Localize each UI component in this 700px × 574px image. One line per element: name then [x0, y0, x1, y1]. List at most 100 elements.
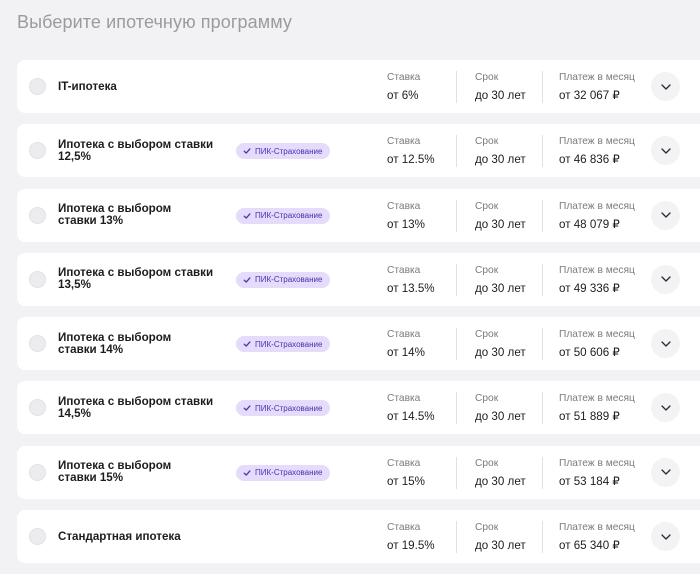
payment-block: Платеж в месяц от 46 836 ₽ — [559, 135, 635, 168]
expand-button[interactable] — [651, 522, 680, 552]
term-block: Срок до 30 лет — [475, 521, 526, 554]
expand-button[interactable] — [651, 393, 680, 423]
insurance-badge: ПИК-Страхование — [236, 207, 331, 224]
divider — [542, 199, 543, 232]
divider — [456, 199, 457, 232]
payment-label: Платеж в месяц — [559, 522, 635, 534]
payment-block: Платеж в месяц от 48 079 ₽ — [559, 200, 635, 233]
divider — [542, 135, 543, 168]
radio-unchecked-icon[interactable] — [29, 463, 46, 481]
rate-value: от 13% — [387, 217, 425, 231]
payment-label: Платеж в месяц — [559, 329, 635, 341]
badge-label: ПИК-Страхование — [255, 403, 323, 413]
divider — [456, 392, 457, 425]
check-icon — [243, 212, 251, 219]
expand-button[interactable] — [651, 457, 680, 487]
rate-value: от 6% — [387, 89, 419, 102]
page-title: Выберите ипотечную программу — [17, 12, 292, 32]
expand-button[interactable] — [651, 200, 680, 230]
program-name: Ипотека с выбором ставки 13,5% — [58, 266, 214, 292]
divider — [456, 456, 457, 489]
badge-label: ПИК-Страхование — [255, 146, 323, 156]
program-card[interactable]: IT-ипотека Ставка от 6% Срок до 30 лет П… — [17, 60, 700, 113]
payment-label: Платеж в месяц — [559, 72, 635, 83]
radio-unchecked-icon[interactable] — [29, 399, 46, 417]
term-label: Срок — [475, 457, 499, 469]
divider — [542, 71, 543, 103]
program-name: Стандартная ипотека — [58, 529, 181, 543]
radio-unchecked-icon[interactable] — [29, 206, 46, 224]
term-value: до 30 лет — [475, 89, 526, 102]
payment-value: от 65 340 ₽ — [559, 539, 620, 553]
chevron-down-icon — [660, 276, 671, 283]
expand-button[interactable] — [651, 329, 680, 359]
check-icon — [243, 405, 251, 412]
expand-button[interactable] — [651, 136, 680, 166]
rate-block: Ставка от 13.5% — [387, 264, 435, 297]
divider — [542, 263, 543, 296]
radio-unchecked-icon[interactable] — [29, 142, 46, 160]
rate-block: Ставка от 14.5% — [387, 392, 435, 425]
chevron-down-icon — [660, 469, 671, 475]
divider — [456, 263, 457, 296]
term-value: до 30 лет — [475, 539, 526, 553]
rate-label: Ставка — [387, 457, 421, 469]
divider — [456, 521, 457, 554]
check-icon — [243, 341, 251, 347]
rate-value: от 12.5% — [387, 153, 435, 167]
radio-unchecked-icon[interactable] — [29, 335, 46, 353]
program-name: Ипотека с выбором ставки 15% — [58, 459, 172, 485]
payment-block: Платеж в месяц от 32 067 ₽ — [559, 71, 635, 104]
radio-unchecked-icon[interactable] — [29, 78, 46, 95]
program-card[interactable]: Стандартная ипотека Ставка от 19.5% Срок… — [17, 510, 700, 564]
program-card[interactable]: Ипотека с выбором ставки 13,5% ПИК-Страх… — [17, 252, 700, 306]
program-name: Ипотека с выбором ставки 12,5% — [58, 137, 214, 163]
program-card[interactable]: Ипотека с выбором ставки 14% ПИК-Страхов… — [17, 317, 700, 371]
term-block: Срок до 30 лет — [475, 135, 526, 168]
radio-unchecked-icon[interactable] — [29, 528, 46, 546]
check-icon — [243, 148, 251, 155]
term-label: Срок — [475, 264, 499, 276]
payment-value: от 49 336 ₽ — [559, 281, 620, 295]
term-value: до 30 лет — [475, 217, 526, 231]
term-label: Срок — [475, 200, 499, 212]
rate-value: от 13.5% — [387, 281, 435, 295]
program-card[interactable]: Ипотека с выбором ставки 14,5% ПИК-Страх… — [17, 381, 700, 435]
badge-label: ПИК-Страхование — [255, 339, 323, 349]
payment-value: от 53 184 ₽ — [559, 474, 620, 488]
divider — [542, 456, 543, 489]
expand-button[interactable] — [651, 72, 680, 101]
divider — [456, 135, 457, 168]
payment-value: от 46 836 ₽ — [559, 153, 620, 167]
term-label: Срок — [475, 393, 499, 405]
rate-value: от 14% — [387, 346, 425, 360]
chevron-down-icon — [660, 341, 671, 347]
rate-label: Ставка — [387, 329, 421, 341]
radio-unchecked-icon[interactable] — [29, 270, 46, 288]
term-block: Срок до 30 лет — [475, 392, 526, 425]
rate-value: от 15% — [387, 474, 425, 488]
term-block: Срок до 30 лет — [475, 200, 526, 233]
term-block: Срок до 30 лет — [475, 457, 526, 490]
rate-block: Ставка от 19.5% — [387, 521, 435, 554]
divider — [542, 521, 543, 554]
term-block: Срок до 30 лет — [475, 328, 526, 361]
program-name: IT-ипотека — [58, 79, 117, 93]
rate-label: Ставка — [387, 522, 421, 534]
badge-label: ПИК-Страхование — [255, 275, 323, 285]
program-card[interactable]: Ипотека с выбором ставки 13% ПИК-Страхов… — [17, 188, 700, 242]
expand-button[interactable] — [651, 264, 680, 294]
check-icon — [243, 470, 251, 476]
term-label: Срок — [475, 329, 499, 341]
payment-block: Платеж в месяц от 53 184 ₽ — [559, 457, 635, 490]
program-card[interactable]: Ипотека с выбором ставки 15% ПИК-Страхов… — [17, 445, 700, 499]
divider — [542, 392, 543, 425]
payment-value: от 51 889 ₽ — [559, 410, 620, 424]
program-list: IT-ипотека Ставка от 6% Срок до 30 лет П… — [17, 60, 700, 574]
payment-value: от 48 079 ₽ — [559, 217, 620, 231]
program-card[interactable]: Ипотека с выбором ставки 12,5% ПИК-Страх… — [17, 124, 700, 178]
payment-value: от 32 067 ₽ — [559, 89, 620, 102]
badge-label: ПИК-Страхование — [255, 468, 323, 478]
payment-value: от 50 606 ₽ — [559, 346, 620, 360]
rate-label: Ставка — [387, 393, 421, 405]
